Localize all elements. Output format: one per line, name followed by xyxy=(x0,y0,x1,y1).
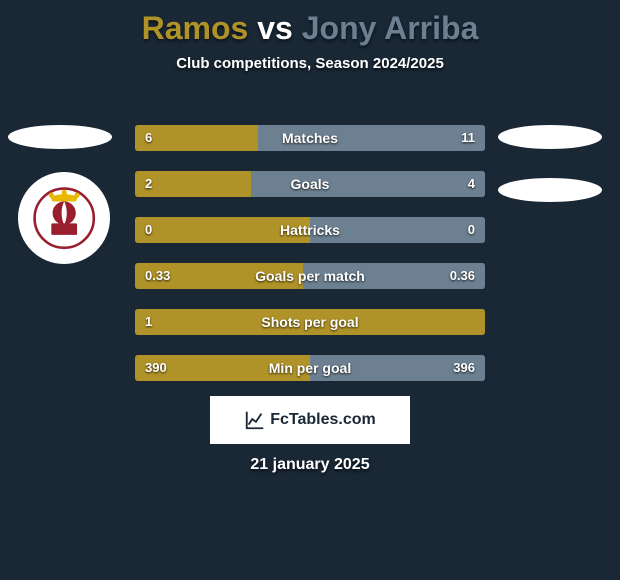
stat-row: Goals2 4 xyxy=(135,171,485,197)
stat-row: Goals per match0.33 0.36 xyxy=(135,263,485,289)
stat-row: Matches6 11 xyxy=(135,125,485,151)
stat-value-left: 6 xyxy=(145,125,152,151)
stat-label: Min per goal xyxy=(135,355,485,381)
stat-value-left: 0 xyxy=(145,217,152,243)
player1-badge-placeholder xyxy=(8,125,112,149)
comparison-bars: Matches6 11 Goals2 4 Hattricks0 0 Goals per ma… xyxy=(135,125,485,401)
club-crest xyxy=(18,172,110,264)
player2-badge-placeholder xyxy=(498,125,602,149)
stat-value-right: 396 xyxy=(453,355,475,381)
stat-value-right: 11 xyxy=(461,125,475,151)
stat-value-left: 2 xyxy=(145,171,152,197)
player2-badge-placeholder-2 xyxy=(498,178,602,202)
branding-text: FcTables.com xyxy=(270,411,376,429)
stat-row: Min per goal390 396 xyxy=(135,355,485,381)
stat-label: Hattricks xyxy=(135,217,485,243)
stat-label: Goals per match xyxy=(135,263,485,289)
stat-row: Hattricks0 0 xyxy=(135,217,485,243)
branding-badge: FcTables.com xyxy=(210,396,410,444)
stat-value-right: 4 xyxy=(468,171,475,197)
chart-icon xyxy=(244,409,266,431)
vs-text: vs xyxy=(257,10,293,46)
stat-value-left: 1 xyxy=(145,309,152,335)
player2-name: Jony Arriba xyxy=(302,10,479,46)
stat-label: Shots per goal xyxy=(135,309,485,335)
date-text: 21 january 2025 xyxy=(0,456,620,474)
stat-value-right: 0.36 xyxy=(450,263,475,289)
stat-value-left: 0.33 xyxy=(145,263,170,289)
stat-value-left: 390 xyxy=(145,355,167,381)
stat-row: Shots per goal1 xyxy=(135,309,485,335)
stat-value-right: 0 xyxy=(468,217,475,243)
stat-label: Matches xyxy=(135,125,485,151)
comparison-title: Ramos vs Jony Arriba xyxy=(0,0,620,47)
player1-name: Ramos xyxy=(142,10,249,46)
subtitle: Club competitions, Season 2024/2025 xyxy=(0,55,620,72)
crest-icon xyxy=(32,186,96,250)
stat-label: Goals xyxy=(135,171,485,197)
